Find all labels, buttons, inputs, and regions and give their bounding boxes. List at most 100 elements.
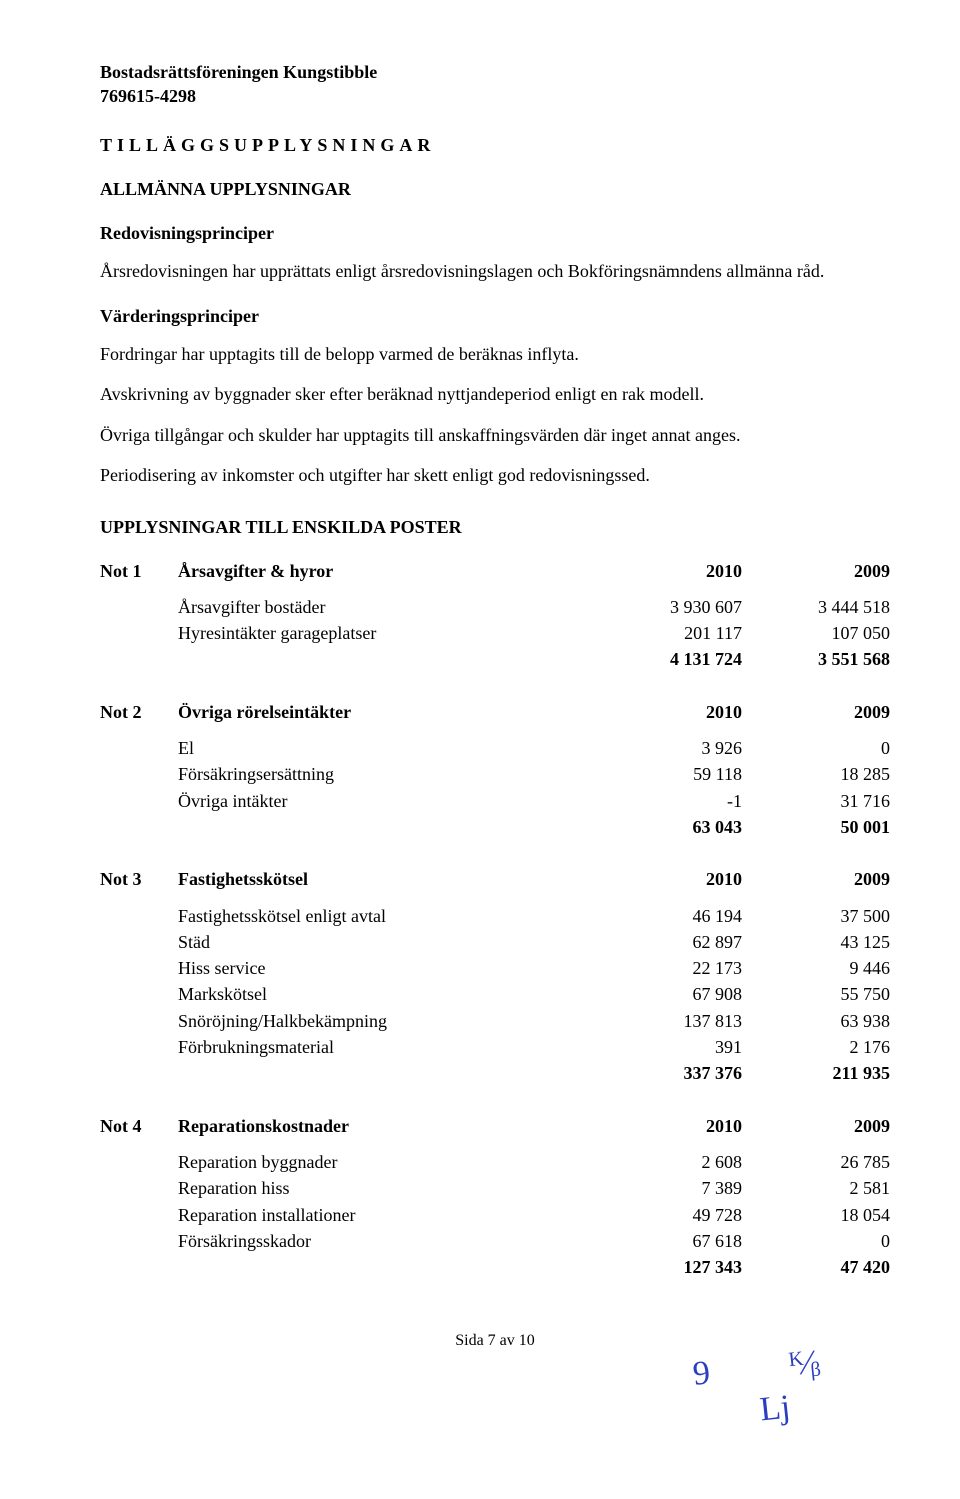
- note-label: Not 2: [100, 699, 170, 725]
- section-heading-notes: UPPLYSNINGAR TILL ENSKILDA POSTER: [100, 515, 890, 539]
- section-heading-general: ALLMÄNNA UPPLYSNINGAR: [100, 177, 890, 201]
- table-row: Reparation installationer 49 728 18 054: [100, 1202, 890, 1228]
- row-label: Markskötsel: [178, 981, 594, 1007]
- row-value: 26 785: [750, 1149, 890, 1175]
- row-value: 55 750: [750, 981, 890, 1007]
- paragraph: Periodisering av inkomster och utgifter …: [100, 463, 890, 487]
- table-row: Fastighetsskötsel enligt avtal 46 194 37…: [100, 903, 890, 929]
- note-4: Not 4 Reparationskostnader 2010 2009 Rep…: [100, 1113, 890, 1281]
- row-label: Hiss service: [178, 955, 594, 981]
- total-value: 63 043: [602, 814, 742, 840]
- total-row: 337 376 211 935: [100, 1060, 890, 1086]
- note-1: Not 1 Årsavgifter & hyror 2010 2009 Årsa…: [100, 558, 890, 673]
- row-value: 18 285: [750, 761, 890, 787]
- row-value: 7 389: [602, 1175, 742, 1201]
- year-col-2010: 2010: [602, 1113, 742, 1139]
- row-value: 46 194: [602, 903, 742, 929]
- row-label: Snöröjning/Halkbekämpning: [178, 1008, 594, 1034]
- table-row: Försäkringsersättning 59 118 18 285: [100, 761, 890, 787]
- row-value: 67 908: [602, 981, 742, 1007]
- row-value: 3 444 518: [750, 594, 890, 620]
- total-row: 63 043 50 001: [100, 814, 890, 840]
- paragraph: Fordringar har upptagits till de belopp …: [100, 342, 890, 366]
- row-value: 49 728: [602, 1202, 742, 1228]
- total-value: 3 551 568: [750, 646, 890, 672]
- row-value: 63 938: [750, 1008, 890, 1034]
- year-col-2010: 2010: [602, 558, 742, 584]
- year-col-2009: 2009: [750, 866, 890, 892]
- note-title: Övriga rörelseintäkter: [178, 699, 594, 725]
- row-label: Övriga intäkter: [178, 788, 594, 814]
- row-label: Reparation hiss: [178, 1175, 594, 1201]
- paragraph: Avskrivning av byggnader sker efter berä…: [100, 382, 890, 406]
- table-row: Snöröjning/Halkbekämpning 137 813 63 938: [100, 1008, 890, 1034]
- year-col-2009: 2009: [750, 1113, 890, 1139]
- total-value: 211 935: [750, 1060, 890, 1086]
- table-row: Reparation byggnader 2 608 26 785: [100, 1149, 890, 1175]
- table-row: Årsavgifter bostäder 3 930 607 3 444 518: [100, 594, 890, 620]
- row-value: 3 930 607: [602, 594, 742, 620]
- note-title: Fastighetsskötsel: [178, 866, 594, 892]
- table-row: Försäkringsskador 67 618 0: [100, 1228, 890, 1254]
- row-value: 62 897: [602, 929, 742, 955]
- paragraph: Årsredovisningen har upprättats enligt å…: [100, 259, 890, 283]
- row-label: Reparation installationer: [178, 1202, 594, 1228]
- row-value: 107 050: [750, 620, 890, 646]
- row-value: 0: [750, 1228, 890, 1254]
- signature-mark: 9: [691, 1350, 713, 1397]
- row-value: 22 173: [602, 955, 742, 981]
- row-value: 59 118: [602, 761, 742, 787]
- total-row: 4 131 724 3 551 568: [100, 646, 890, 672]
- year-col-2009: 2009: [750, 558, 890, 584]
- org-id: 769615-4298: [100, 84, 890, 108]
- row-label: Fastighetsskötsel enligt avtal: [178, 903, 594, 929]
- table-row: Reparation hiss 7 389 2 581: [100, 1175, 890, 1201]
- signature-area: 9 ᴷ⁄ᵦ Lj: [100, 1342, 890, 1432]
- row-value: 2 581: [750, 1175, 890, 1201]
- table-row: Hiss service 22 173 9 446: [100, 955, 890, 981]
- table-row: Hyresintäkter garageplatser 201 117 107 …: [100, 620, 890, 646]
- row-label: Försäkringsskador: [178, 1228, 594, 1254]
- note-2: Not 2 Övriga rörelseintäkter 2010 2009 E…: [100, 699, 890, 840]
- signature-mark: Lj: [757, 1385, 792, 1434]
- main-heading: TILLÄGGSUPPLYSNINGAR: [100, 133, 890, 157]
- total-row: 127 343 47 420: [100, 1254, 890, 1280]
- row-label: Försäkringsersättning: [178, 761, 594, 787]
- table-row: Markskötsel 67 908 55 750: [100, 981, 890, 1007]
- note-3: Not 3 Fastighetsskötsel 2010 2009 Fastig…: [100, 866, 890, 1086]
- total-value: 4 131 724: [602, 646, 742, 672]
- total-value: 127 343: [602, 1254, 742, 1280]
- row-value: 2 608: [602, 1149, 742, 1175]
- total-value: 337 376: [602, 1060, 742, 1086]
- row-label: Städ: [178, 929, 594, 955]
- row-value: 9 446: [750, 955, 890, 981]
- row-value: 37 500: [750, 903, 890, 929]
- row-label: Förbrukningsmaterial: [178, 1034, 594, 1060]
- table-row: Övriga intäkter -1 31 716: [100, 788, 890, 814]
- org-name: Bostadsrättsföreningen Kungstibble: [100, 60, 890, 84]
- table-row: Förbrukningsmaterial 391 2 176: [100, 1034, 890, 1060]
- row-value: 18 054: [750, 1202, 890, 1228]
- note-label: Not 1: [100, 558, 170, 584]
- total-value: 50 001: [750, 814, 890, 840]
- row-value: 43 125: [750, 929, 890, 955]
- sub-heading-valuation: Värderingsprinciper: [100, 304, 890, 328]
- row-value: 0: [750, 735, 890, 761]
- row-value: 391: [602, 1034, 742, 1060]
- sub-heading-accounting: Redovisningsprinciper: [100, 221, 890, 245]
- signature-mark: ᴷ⁄ᵦ: [787, 1340, 822, 1389]
- row-value: 201 117: [602, 620, 742, 646]
- row-value: 67 618: [602, 1228, 742, 1254]
- year-col-2010: 2010: [602, 866, 742, 892]
- note-label: Not 4: [100, 1113, 170, 1139]
- row-label: Reparation byggnader: [178, 1149, 594, 1175]
- row-label: Årsavgifter bostäder: [178, 594, 594, 620]
- row-label: Hyresintäkter garageplatser: [178, 620, 594, 646]
- row-label: El: [178, 735, 594, 761]
- row-value: -1: [602, 788, 742, 814]
- note-label: Not 3: [100, 866, 170, 892]
- table-row: El 3 926 0: [100, 735, 890, 761]
- table-row: Städ 62 897 43 125: [100, 929, 890, 955]
- note-title: Reparationskostnader: [178, 1113, 594, 1139]
- row-value: 137 813: [602, 1008, 742, 1034]
